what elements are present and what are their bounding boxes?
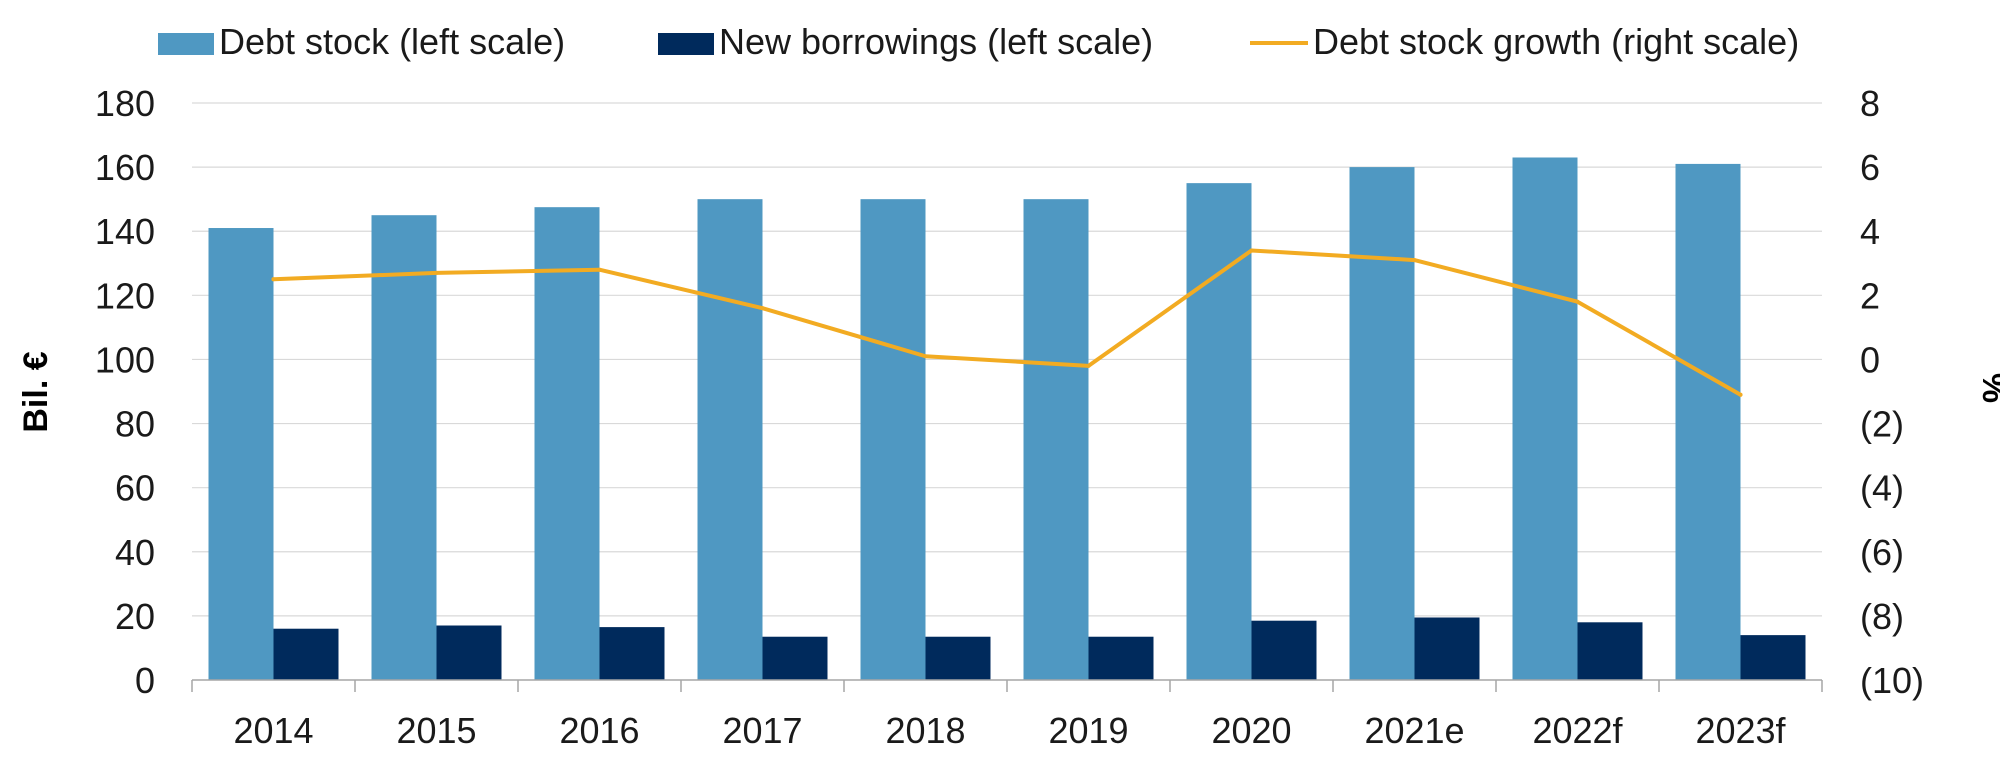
debt-growth-point <box>923 354 928 359</box>
x-tick-label: 2017 <box>722 710 802 751</box>
bar-new-borrowings <box>925 636 991 680</box>
x-tick-label: 2015 <box>396 710 476 751</box>
left-y-axis: 0 20 40 60 80 100 120 140 160 180 <box>95 83 155 701</box>
debt-growth-line <box>271 248 1743 397</box>
y-right-tick-label: 8 <box>1860 83 1880 124</box>
y-left-tick-label: 60 <box>115 468 155 509</box>
bar-debt-stock <box>697 199 763 680</box>
debt-growth-point <box>1738 392 1743 397</box>
y-right-tick-label: (4) <box>1860 468 1904 509</box>
y-left-tick-label: 40 <box>115 532 155 573</box>
bar-new-borrowings <box>273 628 339 680</box>
x-tick-label: 2018 <box>885 710 965 751</box>
x-tick-label: 2021e <box>1364 710 1464 751</box>
legend-label-debt-stock: Debt stock (left scale) <box>219 21 565 62</box>
debt-growth-point <box>760 306 765 311</box>
y-left-tick-label: 80 <box>115 404 155 445</box>
debt-growth-point <box>1412 258 1417 263</box>
bar-debt-stock <box>860 199 926 680</box>
bar-new-borrowings <box>1088 636 1154 680</box>
legend-label-debt-growth: Debt stock growth (right scale) <box>1313 21 1799 62</box>
y-left-tick-label: 160 <box>95 147 155 188</box>
debt-growth-point <box>597 267 602 272</box>
y-left-tick-label: 140 <box>95 211 155 252</box>
x-tick-label: 2022f <box>1532 710 1623 751</box>
legend-swatch-new-borrowings <box>658 33 714 55</box>
legend-swatch-debt-stock <box>158 33 214 55</box>
y-right-tick-label: (8) <box>1860 596 1904 637</box>
bar-debt-stock <box>534 207 600 681</box>
bar-new-borrowings <box>1251 620 1317 680</box>
y-right-tick-label: (2) <box>1860 404 1904 445</box>
y-right-tick-label: 2 <box>1860 275 1880 316</box>
bar-new-borrowings <box>1577 622 1643 680</box>
y-left-tick-label: 20 <box>115 596 155 637</box>
x-tick-label: 2016 <box>559 710 639 751</box>
y-right-tick-label: 4 <box>1860 211 1880 252</box>
bar-debt-stock <box>208 228 274 680</box>
right-y-axis: (10) (8) (6) (4) (2) 0 2 4 6 8 <box>1860 83 1924 701</box>
debt-growth-point <box>434 270 439 275</box>
x-tick-label: 2014 <box>233 710 313 751</box>
debt-growth-point <box>1249 248 1254 253</box>
bar-new-borrowings <box>762 636 828 680</box>
bar-new-borrowings <box>1740 635 1806 680</box>
y-left-tick-label: 120 <box>95 275 155 316</box>
x-tick-label: 2019 <box>1048 710 1128 751</box>
legend-label-new-borrowings: New borrowings (left scale) <box>719 21 1153 62</box>
bar-new-borrowings <box>436 625 502 680</box>
bar-debt-stock <box>1512 157 1578 680</box>
debt-stock-bars <box>208 157 1741 681</box>
debt-growth-point <box>271 277 276 282</box>
bar-debt-stock <box>1349 167 1415 681</box>
y-right-tick-label: (6) <box>1860 532 1904 573</box>
bar-debt-stock <box>1186 183 1252 680</box>
y-right-tick-label: (10) <box>1860 660 1924 701</box>
left-axis-title: Bil. € <box>17 351 55 432</box>
y-right-tick-label: 0 <box>1860 339 1880 380</box>
y-left-tick-label: 0 <box>135 660 155 701</box>
x-tick-label: 2020 <box>1211 710 1291 751</box>
bar-debt-stock <box>1675 163 1741 681</box>
y-left-tick-label: 100 <box>95 339 155 380</box>
bar-new-borrowings <box>599 627 665 680</box>
debt-growth-point <box>1086 363 1091 368</box>
debt-growth-point <box>1575 299 1580 304</box>
x-tick-label: 2023f <box>1695 710 1786 751</box>
y-left-tick-label: 180 <box>95 83 155 124</box>
right-axis-title: % <box>1975 373 2000 403</box>
bar-debt-stock <box>1023 199 1089 680</box>
legend: Debt stock (left scale) New borrowings (… <box>158 21 1799 62</box>
x-axis: 2014 2015 2016 2017 2018 2019 2020 2021e 2022f 20… <box>191 679 1823 751</box>
y-right-tick-label: 6 <box>1860 147 1880 188</box>
bar-debt-stock <box>371 215 437 680</box>
bar-new-borrowings <box>1414 617 1480 680</box>
new-borrowings-bars <box>273 617 1806 680</box>
debt-growth-line-group <box>271 248 1743 397</box>
